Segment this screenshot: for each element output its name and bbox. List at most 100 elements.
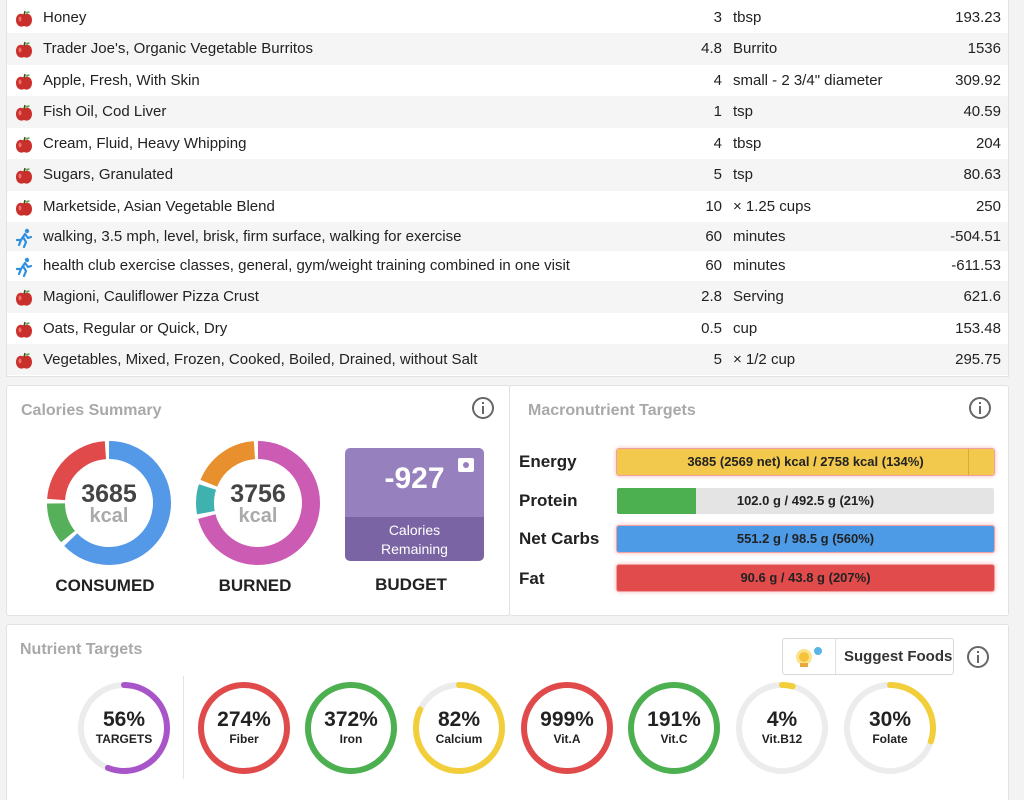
- budget-label: BUDGET: [375, 575, 447, 594]
- diary-amount: 2.8: [701, 288, 722, 305]
- diary-amount: 60: [705, 228, 722, 245]
- nutrient-divider: [183, 676, 184, 779]
- apple-icon: [16, 73, 32, 90]
- diary-amount: 3: [713, 9, 722, 26]
- info-icon[interactable]: [967, 646, 989, 668]
- nutrient-ring-progress: [305, 682, 397, 774]
- diary-calories: -611.53: [951, 257, 1001, 274]
- diary-row[interactable]: Honey 3 tbsp 193.23: [7, 2, 1008, 33]
- apple-icon: [16, 104, 32, 121]
- diary-row[interactable]: Vegetables, Mixed, Frozen, Cooked, Boile…: [7, 344, 1008, 375]
- diary-calories: 80.63: [963, 166, 1001, 183]
- diary-calories: 193.23: [955, 9, 1001, 26]
- macro-bar-text: 102.0 g / 492.5 g (21%): [736, 493, 875, 508]
- budget-card[interactable]: -927 Calories Remaining: [345, 448, 484, 561]
- consumed-unit: kcal: [89, 505, 129, 527]
- diary-row[interactable]: Magioni, Cauliflower Pizza Crust 2.8 Servi…: [7, 281, 1008, 313]
- diary-item-name: Marketside, Asian Vegetable Blend: [43, 198, 275, 215]
- macro-bar-protein[interactable]: 102.0 g / 492.5 g (21%): [617, 488, 994, 514]
- nutrient-ring-progress: [413, 682, 505, 774]
- nutrient-ring-vit-c[interactable]: [626, 680, 722, 776]
- diary-unit: Serving: [733, 288, 784, 305]
- diary-row[interactable]: Marketside, Asian Vegetable Blend 10 × 1.2…: [7, 191, 1008, 222]
- diary-row[interactable]: Apple, Fresh, With Skin 4 small - 2 3/4" d…: [7, 65, 1008, 96]
- burned-label: BURNED: [218, 576, 292, 595]
- nutrient-label: Vit.B12: [761, 732, 803, 746]
- burned-value: 3756: [230, 480, 286, 508]
- apple-icon: [16, 167, 32, 184]
- diary-item-name: Sugars, Granulated: [43, 166, 174, 183]
- macro-bar-fill: [617, 526, 994, 552]
- apple-icon: [16, 352, 32, 369]
- nutrient-ring-vit-b12[interactable]: [734, 680, 830, 776]
- info-icon[interactable]: [969, 397, 991, 419]
- diary-calories: 250: [975, 198, 1001, 215]
- info-icon[interactable]: [472, 397, 494, 419]
- diary-unit: cup: [733, 320, 758, 337]
- apple-icon: [16, 10, 32, 27]
- nutrient-label: Vit.A: [553, 732, 581, 746]
- suggest-divider: [835, 639, 836, 674]
- diary-amount: 0.5: [701, 320, 722, 337]
- macro-bar-fill: [617, 488, 697, 514]
- nutrient-ring-progress: [78, 682, 170, 774]
- apple-icon: [16, 289, 32, 306]
- diary-row[interactable]: walking, 3.5 mph, level, brisk, firm sur…: [7, 222, 1008, 251]
- diary-amount: 10: [705, 198, 722, 215]
- diary-table: Honey 3 tbsp 193.23 Trader Joe's, Organic Ve…: [6, 0, 1009, 377]
- macro-bar-energy[interactable]: 3685 (2569 net) kcal / 2758 kcal (134%): [617, 449, 994, 475]
- diary-row[interactable]: Oats, Regular or Quick, Dry 0.5 cup 153.48: [7, 313, 1008, 344]
- diary-amount: 4: [713, 72, 722, 89]
- macro-bar-fill: [617, 449, 994, 475]
- diary-row[interactable]: health club exercise classes, general, g…: [7, 251, 1008, 281]
- diary-unit: × 1/2 cup: [733, 351, 796, 368]
- consumed-value: 3685: [81, 480, 137, 508]
- nutrient-ring-calcium[interactable]: [411, 680, 507, 776]
- diary-calories: 309.92: [955, 72, 1001, 89]
- nutrient-ring-folate[interactable]: [842, 680, 938, 776]
- nutrient-ring-fiber[interactable]: [196, 680, 292, 776]
- diary-calories: 204: [975, 135, 1001, 152]
- macro-bar-net-carbs[interactable]: 551.2 g / 98.5 g (560%): [617, 526, 994, 552]
- macro-target-marker: [968, 449, 969, 475]
- diary-row[interactable]: Cream, Fluid, Heavy Whipping 4 tbsp 204: [7, 128, 1008, 159]
- macro-bar-fat[interactable]: 90.6 g / 43.8 g (207%): [617, 565, 994, 591]
- diary-item-name: Fish Oil, Cod Liver: [43, 103, 167, 120]
- diary-amount: 5: [713, 166, 722, 183]
- suggest-foods-label: Suggest Foods: [844, 648, 953, 665]
- nutrient-label: Vit.C: [660, 732, 688, 746]
- budget-card-bottom: [345, 517, 484, 561]
- diary-item-name: Honey: [43, 9, 87, 26]
- nutrient-value: 999%: [540, 708, 594, 731]
- diary-amount: 4.8: [701, 40, 722, 57]
- nutrient-ring-iron[interactable]: [303, 680, 399, 776]
- diary-item-name: Magioni, Cauliflower Pizza Crust: [43, 288, 259, 305]
- nutrient-ring-targets[interactable]: [76, 680, 172, 776]
- nutrient-ring-progress: [521, 682, 613, 774]
- nutrient-label: Calcium: [435, 732, 483, 746]
- running-person-icon: [15, 257, 33, 277]
- apple-icon: [16, 321, 32, 338]
- diary-row[interactable]: Fish Oil, Cod Liver 1 tsp 40.59: [7, 96, 1008, 128]
- nutrient-label: Iron: [339, 732, 363, 746]
- diary-calories: 621.6: [963, 288, 1001, 305]
- macro-bar-text: 551.2 g / 98.5 g (560%): [736, 531, 875, 546]
- diary-item-name: Trader Joe's, Organic Vegetable Burritos: [43, 40, 313, 57]
- diary-row[interactable]: Sugars, Granulated 5 tsp 80.63: [7, 159, 1008, 191]
- apple-icon: [16, 199, 32, 216]
- nutrient-ring-progress: [628, 682, 720, 774]
- suggest-foods-button[interactable]: Suggest Foods: [782, 638, 954, 675]
- diary-item-name: Cream, Fluid, Heavy Whipping: [43, 135, 247, 152]
- diary-unit: Burrito: [733, 40, 778, 57]
- nutrient-value: 56%: [102, 708, 146, 731]
- diary-unit: tbsp: [733, 135, 762, 152]
- diary-item-name: Vegetables, Mixed, Frozen, Cooked, Boile…: [43, 351, 478, 368]
- camera-icon[interactable]: [458, 458, 474, 472]
- nutrient-ring-vit-a[interactable]: [519, 680, 615, 776]
- nutrient-label: Folate: [872, 732, 908, 746]
- apple-icon: [16, 41, 32, 58]
- diary-amount: 4: [713, 135, 722, 152]
- diary-unit: × 1.25 cups: [733, 198, 811, 215]
- macro-name-energy: Energy: [519, 452, 577, 471]
- diary-row[interactable]: Trader Joe's, Organic Vegetable Burritos…: [7, 33, 1008, 65]
